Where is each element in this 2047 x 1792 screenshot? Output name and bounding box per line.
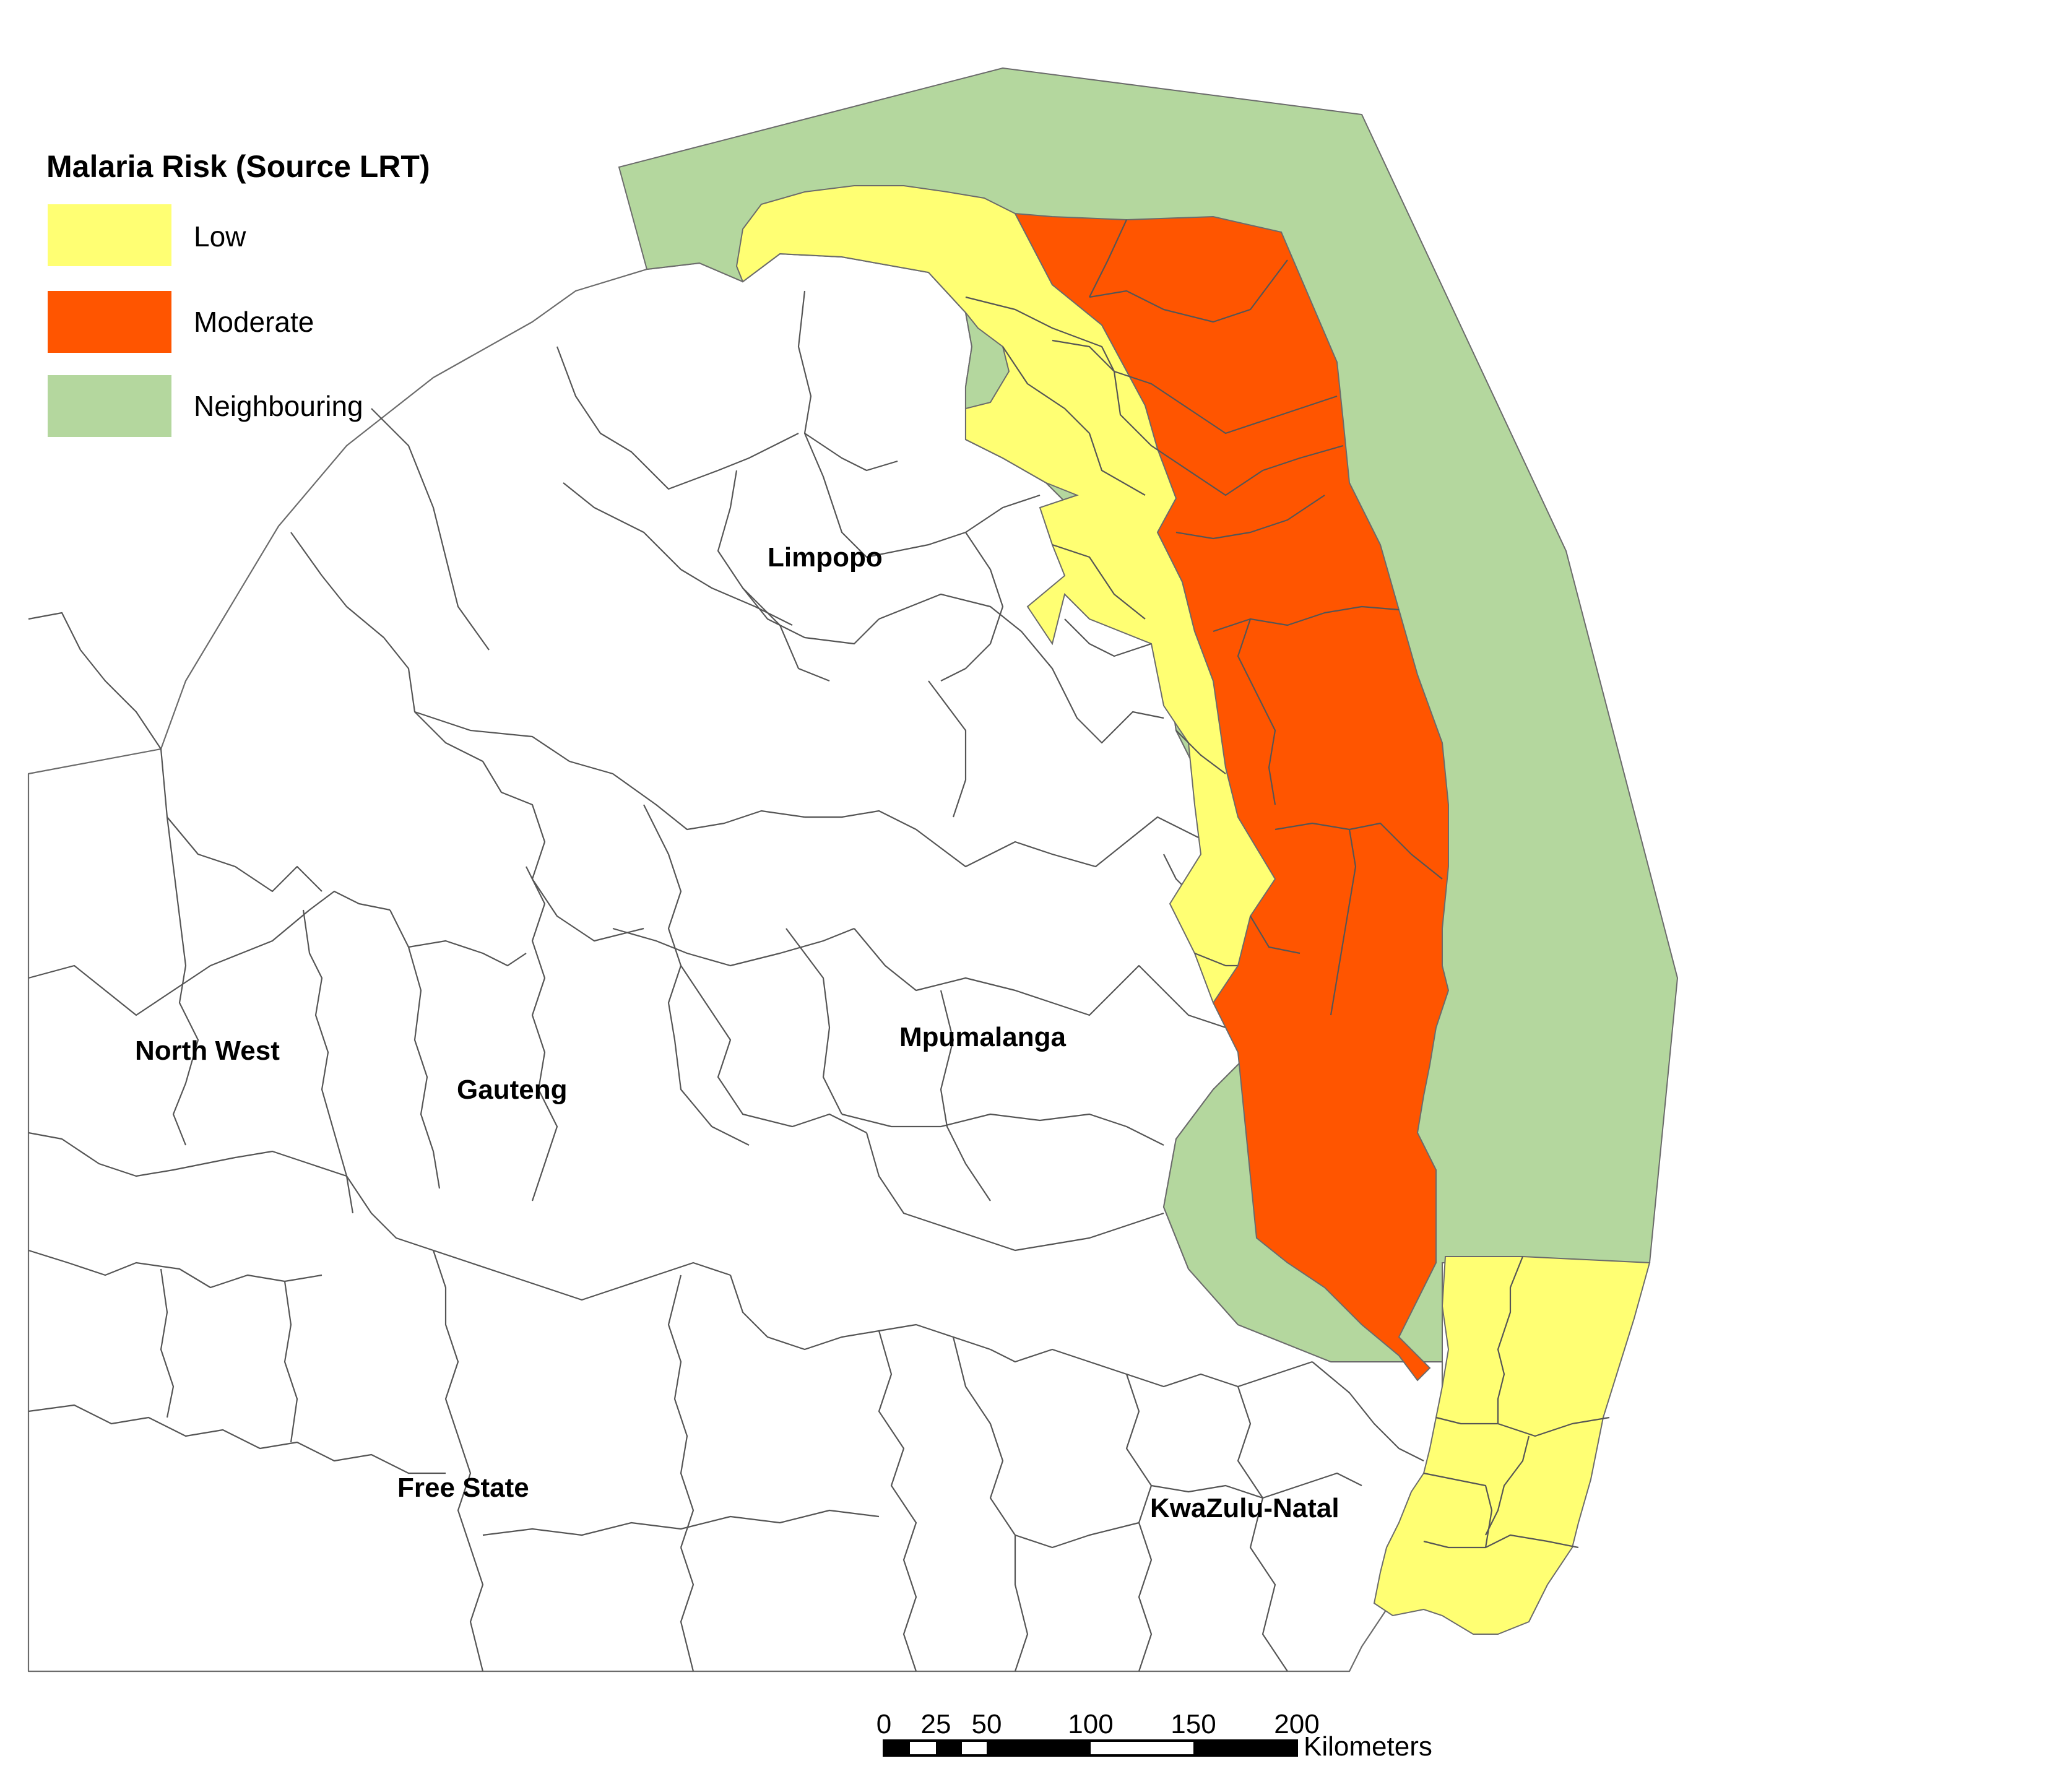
scale-tick-200: 200 (1274, 1709, 1319, 1739)
scale-tick-100: 100 (1068, 1709, 1113, 1739)
region-label-free-state: Free State (397, 1473, 529, 1503)
region-label-kwazulu-natal: KwaZulu-Natal (1150, 1493, 1339, 1523)
scale-tick-0: 0 (876, 1709, 891, 1739)
low-risk-south (1373, 1256, 1651, 1635)
region-label-limpopo: Limpopo (768, 542, 883, 573)
legend: Malaria Risk (Source LRT) Low Moderate N… (46, 149, 430, 437)
region-label-mpumalanga: Mpumalanga (899, 1022, 1066, 1052)
legend-swatch-moderate (48, 291, 171, 353)
legend-label-low: Low (194, 220, 246, 253)
scale-bar: 0 25 50 100 150 200 Kilometers (876, 1709, 1432, 1762)
low-risk-area-south (1373, 1256, 1651, 1635)
legend-swatch-neighbouring (48, 375, 171, 437)
region-label-gauteng: Gauteng (457, 1075, 567, 1105)
legend-label-neighbouring: Neighbouring (194, 390, 363, 422)
municipal-boundaries (28, 290, 1424, 1672)
region-labels: Limpopo Mpumalanga North West Gauteng Fr… (135, 542, 1339, 1523)
scale-tick-150: 150 (1171, 1709, 1216, 1739)
legend-title: Malaria Risk (Source LRT) (46, 149, 430, 184)
scale-tick-50: 50 (972, 1709, 1002, 1739)
region-label-north-west: North West (135, 1036, 280, 1066)
moderate-risk-zone (1014, 212, 1450, 1382)
scale-tick-25: 25 (921, 1709, 951, 1739)
scale-unit: Kilometers (1304, 1731, 1432, 1762)
moderate-risk-area (1014, 212, 1450, 1382)
legend-swatch-low (48, 204, 171, 266)
legend-label-moderate: Moderate (194, 306, 314, 338)
